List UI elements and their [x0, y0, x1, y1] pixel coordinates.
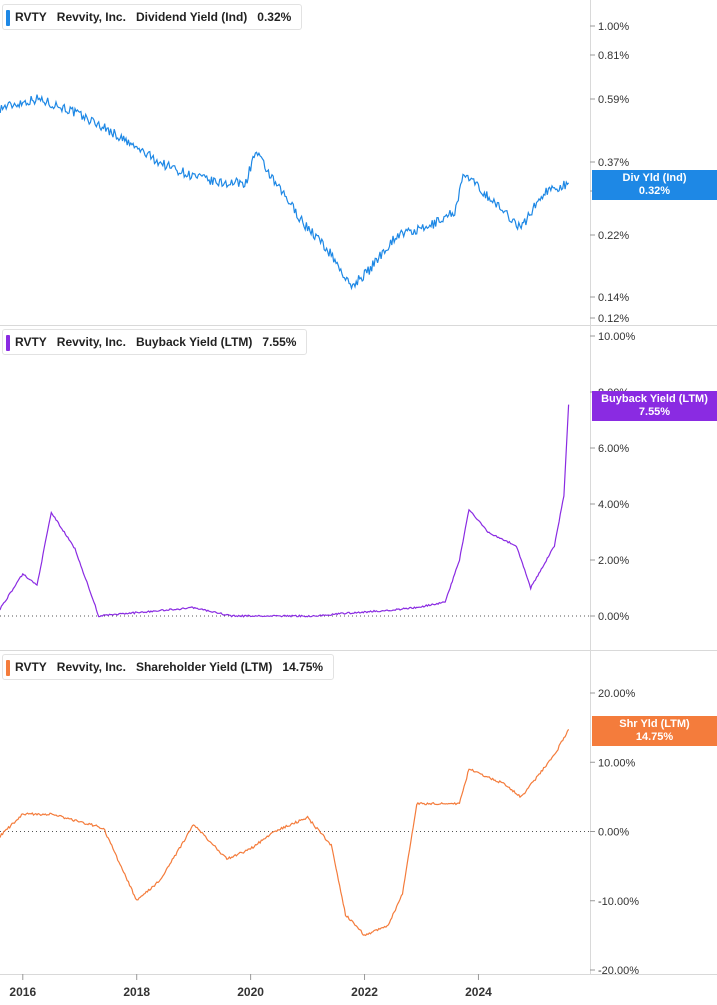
y-tick-label: 0.37% [598, 157, 629, 169]
x-tick-label-2022: 2022 [351, 985, 378, 999]
series-color-swatch [6, 335, 10, 351]
legend-buyback-yield: RVTY Revvity, Inc. Buyback Yield (LTM) 7… [2, 329, 308, 355]
y-tick-label: 10.00% [598, 331, 636, 343]
y-tick-label: 0.59% [598, 94, 629, 106]
x-tick-label-2020: 2020 [237, 985, 264, 999]
legend-company: Revvity, Inc. [56, 660, 126, 674]
y-tick-label: 2.00% [598, 555, 629, 567]
legend-metric: Dividend Yield (Ind) [135, 10, 248, 24]
y-tick-label: 20.00% [598, 688, 636, 700]
badge-value: 7.55% [638, 406, 671, 418]
y-tick-label: 10.00% [598, 757, 636, 769]
badge-label: Shr Yld (LTM) [619, 718, 690, 730]
current-value-badge-shr-yld: Shr Yld (LTM) 14.75% [592, 716, 717, 746]
legend-metric: Buyback Yield (LTM) [135, 335, 253, 349]
legend-ticker: RVTY [15, 335, 47, 349]
y-tick-label: 0.00% [598, 827, 629, 839]
y-tick-label: 6.00% [598, 443, 629, 455]
legend-value: 7.55% [262, 335, 297, 349]
series-color-swatch [6, 10, 10, 26]
badge-value: 0.32% [638, 185, 671, 197]
x-axis-line [0, 974, 717, 975]
series-line-2 [0, 404, 570, 618]
legend-company: Revvity, Inc. [56, 335, 126, 349]
series-line-3 [0, 729, 570, 937]
badge-label: Div Yld (Ind) [622, 172, 687, 184]
legend-ticker: RVTY [15, 10, 47, 24]
series-color-swatch [6, 660, 10, 676]
y-tick-label: -20.00% [598, 965, 639, 977]
panel-divider-1 [0, 325, 717, 326]
x-tick-label-2016: 2016 [9, 985, 36, 999]
y-tick-label: -10.00% [598, 896, 639, 908]
legend-value: 14.75% [282, 660, 324, 674]
legend-value: 0.32% [257, 10, 292, 24]
legend-ticker: RVTY [15, 660, 47, 674]
y-tick-label: 0.81% [598, 50, 629, 62]
y-tick-label: 0.12% [598, 313, 629, 325]
legend-company: Revvity, Inc. [56, 10, 126, 24]
current-value-badge-buyback: Buyback Yield (LTM) 7.55% [592, 391, 717, 421]
panel-divider-2 [0, 650, 717, 651]
y-axis-divider [590, 0, 591, 975]
legend-dividend-yield: RVTY Revvity, Inc. Dividend Yield (Ind) … [2, 4, 303, 30]
legend-metric: Shareholder Yield (LTM) [135, 660, 273, 674]
x-tick-label-2024: 2024 [465, 985, 492, 999]
x-tick-label-2018: 2018 [123, 985, 150, 999]
badge-label: Buyback Yield (LTM) [601, 393, 708, 405]
badge-value: 14.75% [635, 731, 674, 743]
y-tick-label: 0.14% [598, 292, 629, 304]
y-tick-label: 0.22% [598, 230, 629, 242]
y-tick-label: 4.00% [598, 499, 629, 511]
y-tick-label: 0.00% [598, 611, 629, 623]
legend-shareholder-yield: RVTY Revvity, Inc. Shareholder Yield (LT… [2, 654, 335, 680]
series-line-1 [0, 94, 570, 291]
y-tick-label: 1.00% [598, 21, 629, 33]
current-value-badge-div-yld: Div Yld (Ind) 0.32% [592, 170, 717, 200]
